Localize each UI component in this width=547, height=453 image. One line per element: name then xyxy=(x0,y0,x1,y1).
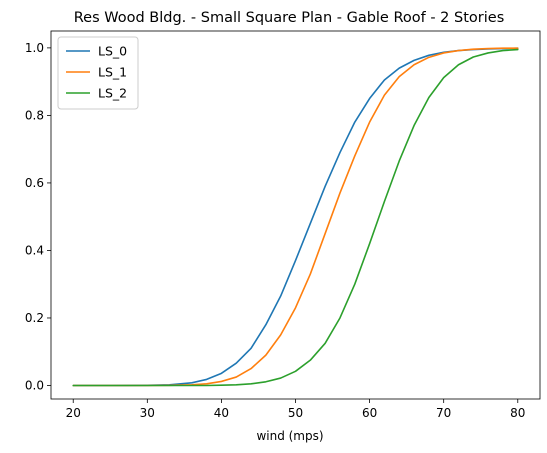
y-tick-label: 0.4 xyxy=(25,243,44,257)
axes-frame xyxy=(50,30,541,400)
legend: LS_0 LS_1 LS_2 xyxy=(57,36,139,110)
chart-title: Res Wood Bldg. - Small Square Plan - Gab… xyxy=(74,10,505,26)
y-tick-label: 0.0 xyxy=(25,378,44,392)
series-line-ls-0 xyxy=(72,47,519,387)
y-tick-label: 0.8 xyxy=(25,108,44,122)
x-tick-label: 20 xyxy=(66,406,81,420)
x-tick-label: 30 xyxy=(140,406,155,420)
series-line-ls-2 xyxy=(72,48,519,387)
x-tick-label: 40 xyxy=(214,406,229,420)
y-tick-label: 0.2 xyxy=(25,311,44,325)
legend-box xyxy=(57,36,139,110)
legend-label: LS_0 xyxy=(98,44,127,59)
x-axis-label: wind (mps) xyxy=(256,429,323,443)
legend-label: LS_1 xyxy=(98,65,127,80)
legend-label: LS_2 xyxy=(98,86,127,101)
x-tick-label: 80 xyxy=(510,406,525,420)
x-tick-label: 60 xyxy=(362,406,377,420)
x-tick-label: 50 xyxy=(288,406,303,420)
x-tick-label: 70 xyxy=(436,406,451,420)
y-tick-label: 1.0 xyxy=(25,41,44,55)
series-line-ls-1 xyxy=(72,47,519,387)
y-tick-label: 0.6 xyxy=(25,176,44,190)
plot-area: 20 30 40 50 60 70 80 0.0 0.2 0.4 0.6 0.8 1.0 LS_0 LS_1… xyxy=(25,30,541,420)
